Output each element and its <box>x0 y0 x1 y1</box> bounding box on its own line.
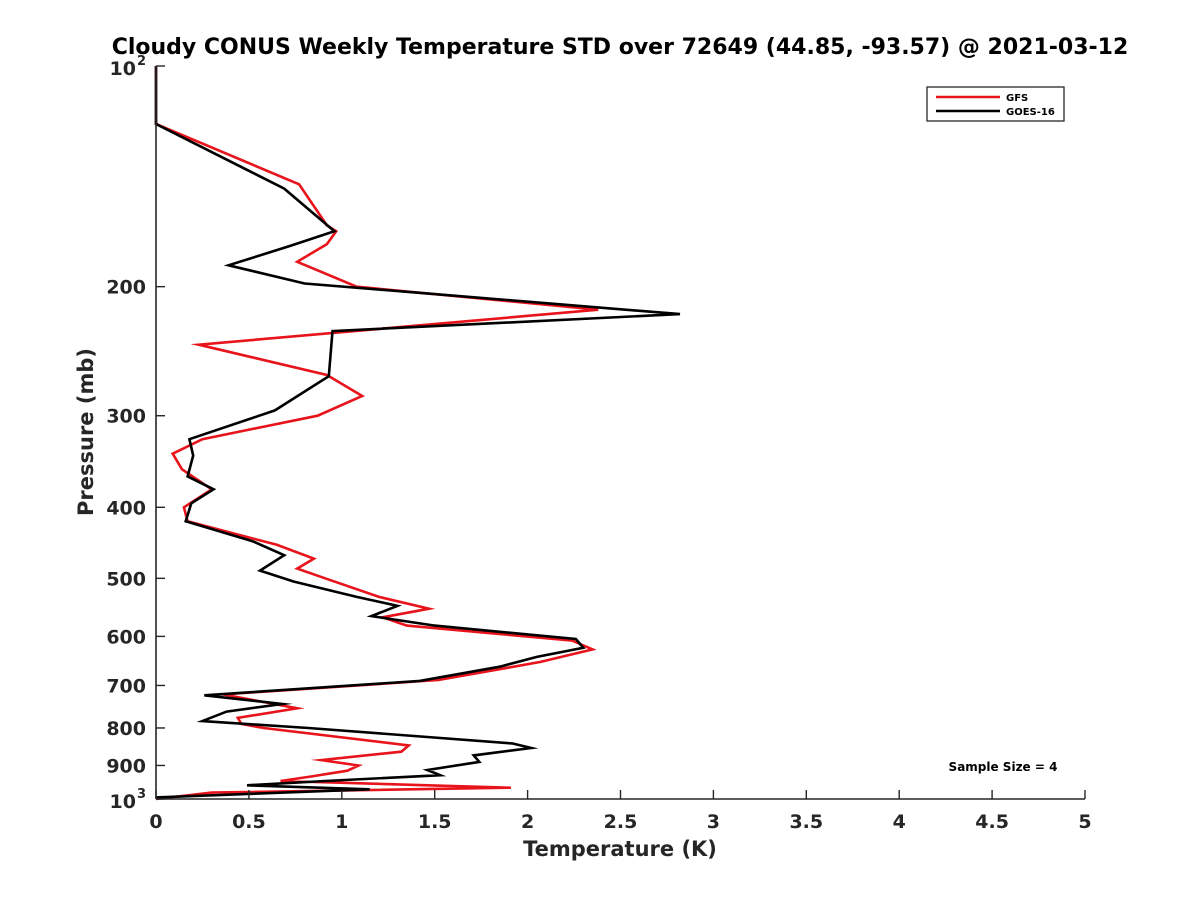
legend-label: GOES-16 <box>1006 107 1055 118</box>
y-tick-label-exponent: 3 <box>137 787 146 802</box>
y-tick-label-exponent: 2 <box>137 54 146 69</box>
legend: GFS GOES-16 <box>926 86 1065 122</box>
y-tick-label: 600 <box>106 626 146 648</box>
series-line-goes-16 <box>154 66 681 799</box>
chart-title: Cloudy CONUS Weekly Temperature STD over… <box>112 35 1129 60</box>
y-tick-label: 900 <box>106 755 146 777</box>
x-tick-label: 0 <box>149 811 162 833</box>
series-line-gfs <box>154 66 599 801</box>
x-tick-label: 1.5 <box>418 811 452 833</box>
x-tick-label: 2 <box>521 811 534 833</box>
y-tick-label: 800 <box>106 718 146 740</box>
x-tick-label: 2.5 <box>604 811 638 833</box>
y-tick-label: 10 <box>110 58 136 80</box>
x-tick-label: 3.5 <box>789 811 823 833</box>
x-axis-label: Temperature (K) <box>523 837 717 861</box>
x-tick-label: 3 <box>707 811 720 833</box>
legend-label: GFS <box>1006 93 1028 104</box>
x-tick-label: 1 <box>335 811 348 833</box>
x-tick-label: 0.5 <box>232 811 266 833</box>
sample-size-annotation: Sample Size = 4 <box>949 760 1058 774</box>
series-layer <box>154 66 681 801</box>
y-tick-label: 400 <box>106 497 146 519</box>
y-tick-label: 10 <box>110 791 136 813</box>
y-tick-label: 200 <box>106 277 146 299</box>
x-tick-label: 5 <box>1078 811 1091 833</box>
legend-box <box>926 86 1065 122</box>
x-tick-label: 4.5 <box>975 811 1009 833</box>
y-tick-label: 700 <box>106 675 146 697</box>
y-tick-label: 300 <box>106 406 146 428</box>
x-axis: 0 0.5 1 1.5 2 2.5 3 3.5 4 4.5 5 <box>149 790 1092 833</box>
y-tick-label: 500 <box>106 568 146 590</box>
x-tick-label: 4 <box>893 811 906 833</box>
y-axis-label: Pressure (mb) <box>74 348 98 516</box>
